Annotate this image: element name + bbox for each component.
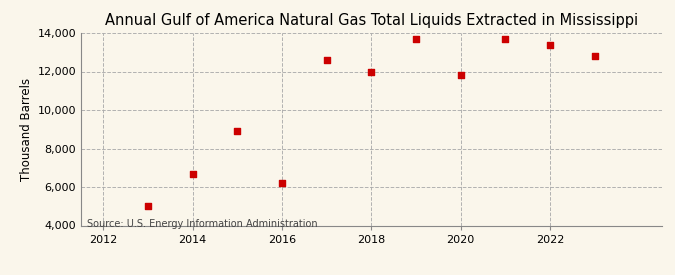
Title: Annual Gulf of America Natural Gas Total Liquids Extracted in Mississippi: Annual Gulf of America Natural Gas Total… (105, 13, 638, 28)
Point (545, 42, 556, 47)
Point (455, 73, 466, 78)
Text: Source: U.S. Energy Information Administration: Source: U.S. Energy Information Administ… (87, 219, 317, 229)
Point (232, 129, 243, 133)
Point (187, 171, 198, 176)
Y-axis label: Thousand Barrels: Thousand Barrels (20, 78, 33, 181)
Point (366, 69, 377, 74)
Point (410, 37, 421, 41)
Point (321, 58, 332, 62)
Point (142, 204, 153, 208)
Point (277, 181, 288, 185)
Point (500, 37, 510, 41)
Point (589, 54, 600, 58)
